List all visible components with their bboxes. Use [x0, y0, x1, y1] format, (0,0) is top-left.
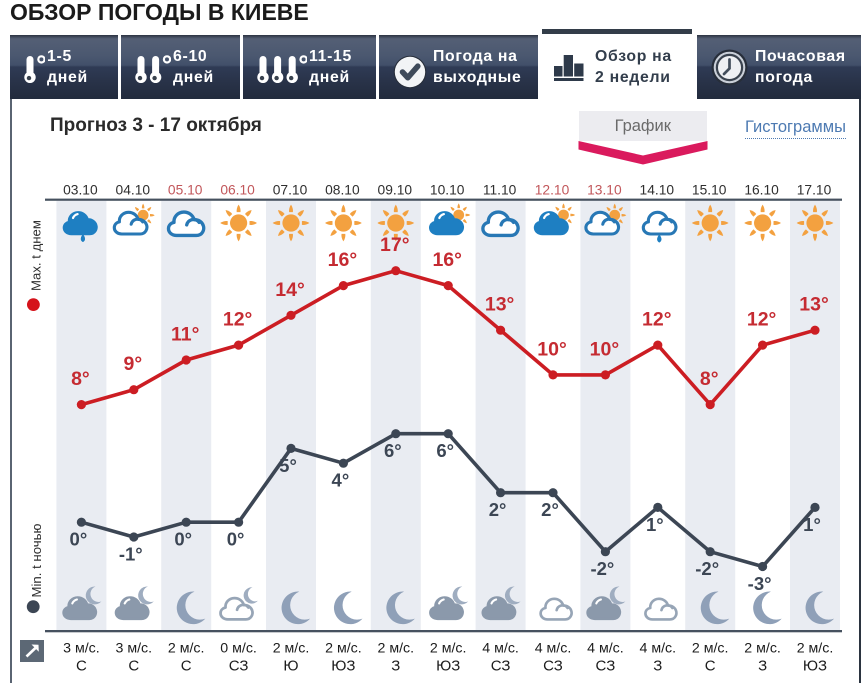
svg-text:-2°: -2° — [590, 558, 614, 579]
svg-text:С: С — [181, 658, 192, 675]
svg-text:С: С — [76, 658, 87, 675]
svg-text:05.10: 05.10 — [168, 183, 203, 198]
svg-text:2 м/с.: 2 м/с. — [692, 641, 729, 657]
svg-text:1°: 1° — [803, 514, 821, 535]
svg-text:3 м/с.: 3 м/с. — [116, 641, 153, 657]
svg-text:12°: 12° — [223, 309, 253, 331]
svg-text:10.10: 10.10 — [430, 183, 465, 198]
svg-text:СЗ: СЗ — [596, 658, 616, 675]
svg-text:16.10: 16.10 — [744, 183, 779, 198]
svg-text:15.10: 15.10 — [692, 183, 727, 198]
svg-text:Min. t ночью: Min. t ночью — [29, 524, 44, 598]
svg-text:ЮЗ: ЮЗ — [803, 658, 827, 675]
svg-text:12°: 12° — [747, 309, 777, 331]
svg-text:0 м/с.: 0 м/с. — [220, 641, 257, 657]
svg-text:11°: 11° — [171, 324, 199, 346]
svg-text:2 м/с.: 2 м/с. — [744, 641, 781, 657]
svg-text:16°: 16° — [328, 249, 358, 271]
svg-text:2°: 2° — [489, 499, 507, 520]
svg-text:08.10: 08.10 — [325, 183, 360, 198]
svg-text:СЗ: СЗ — [491, 658, 511, 675]
svg-text:С: С — [705, 658, 716, 675]
svg-text:09.10: 09.10 — [378, 183, 413, 198]
svg-text:9°: 9° — [123, 353, 142, 375]
svg-text:13.10: 13.10 — [587, 183, 622, 198]
svg-text:ЮЗ: ЮЗ — [331, 658, 355, 675]
svg-text:6°: 6° — [436, 440, 454, 461]
svg-text:8°: 8° — [71, 368, 90, 390]
svg-text:4 м/с.: 4 м/с. — [587, 641, 624, 657]
svg-text:12.10: 12.10 — [535, 183, 570, 198]
svg-text:4 м/с.: 4 м/с. — [640, 641, 677, 657]
svg-text:З: З — [653, 658, 662, 675]
svg-text:2°: 2° — [541, 499, 559, 520]
svg-text:2 м/с.: 2 м/с. — [325, 641, 362, 657]
svg-text:СЗ: СЗ — [229, 658, 249, 675]
svg-text:Max. t днем: Max. t днем — [29, 220, 44, 291]
svg-text:04.10: 04.10 — [116, 183, 151, 198]
svg-text:З: З — [391, 658, 400, 675]
svg-text:11.10: 11.10 — [483, 183, 517, 198]
svg-text:Ю: Ю — [283, 658, 298, 675]
svg-text:-2°: -2° — [695, 558, 719, 579]
svg-text:13°: 13° — [485, 294, 515, 316]
svg-text:8°: 8° — [700, 368, 719, 390]
svg-text:2 м/с.: 2 м/с. — [430, 641, 467, 657]
svg-text:14.10: 14.10 — [640, 183, 675, 198]
svg-text:3 м/с.: 3 м/с. — [63, 641, 100, 657]
svg-text:0°: 0° — [70, 529, 88, 550]
svg-text:17.10: 17.10 — [797, 183, 832, 198]
svg-text:ЮЗ: ЮЗ — [436, 658, 460, 675]
svg-text:З: З — [758, 658, 767, 675]
svg-text:10°: 10° — [537, 338, 567, 360]
svg-text:17°: 17° — [380, 234, 410, 256]
svg-text:5°: 5° — [279, 455, 297, 476]
svg-text:0°: 0° — [174, 529, 192, 550]
svg-text:-3°: -3° — [748, 573, 772, 594]
svg-text:4 м/с.: 4 м/с. — [535, 641, 572, 657]
svg-text:07.10: 07.10 — [273, 183, 308, 198]
svg-text:6°: 6° — [384, 440, 402, 461]
svg-text:13°: 13° — [799, 294, 829, 316]
svg-text:16°: 16° — [432, 249, 462, 271]
svg-text:2 м/с.: 2 м/с. — [273, 641, 310, 657]
svg-text:-1°: -1° — [119, 544, 143, 565]
svg-text:03.10: 03.10 — [63, 183, 98, 198]
svg-text:0°: 0° — [227, 529, 245, 550]
svg-text:06.10: 06.10 — [220, 183, 255, 198]
svg-text:СЗ: СЗ — [543, 658, 563, 675]
svg-text:2 м/с.: 2 м/с. — [168, 641, 205, 657]
svg-text:1°: 1° — [646, 514, 664, 535]
svg-text:2 м/с.: 2 м/с. — [797, 641, 834, 657]
svg-text:4 м/с.: 4 м/с. — [482, 641, 519, 657]
svg-text:С: С — [128, 658, 139, 675]
svg-text:14°: 14° — [275, 279, 305, 301]
svg-text:10°: 10° — [590, 338, 620, 360]
svg-text:4°: 4° — [332, 470, 350, 491]
svg-text:12°: 12° — [642, 309, 672, 331]
svg-text:2 м/с.: 2 м/с. — [378, 641, 415, 657]
